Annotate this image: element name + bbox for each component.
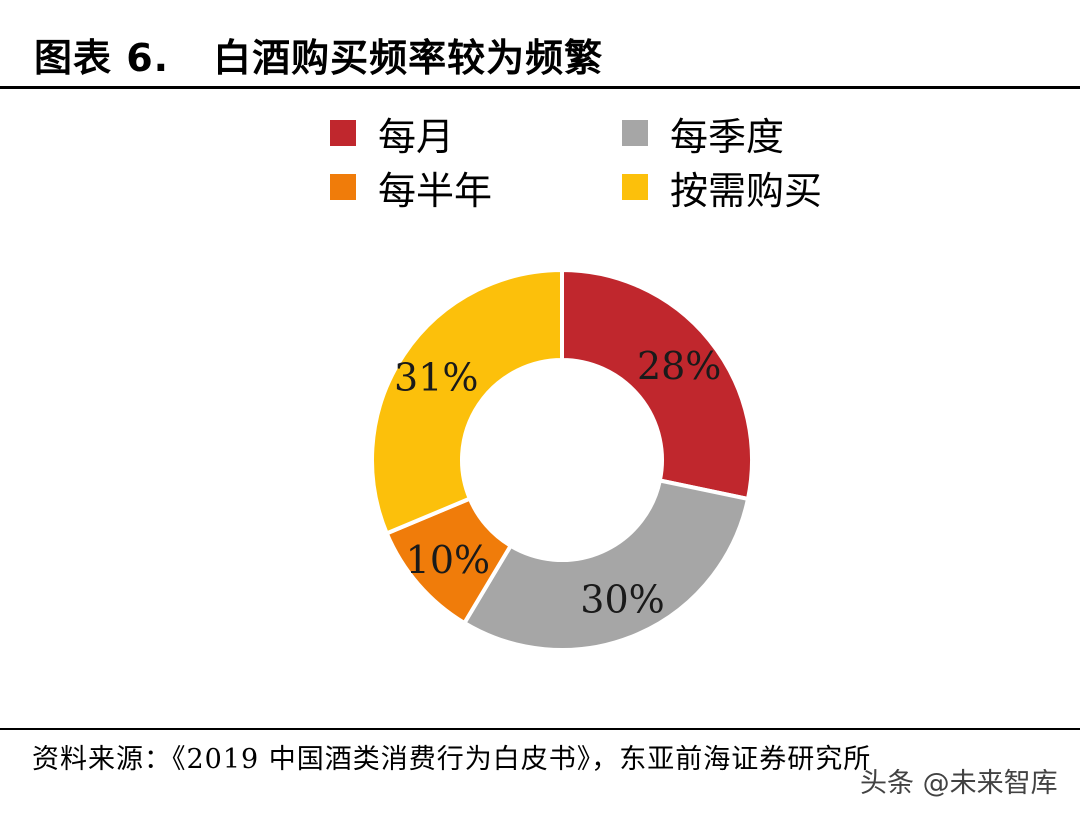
legend-swatch-quarterly	[622, 120, 648, 146]
bottom-rule	[0, 728, 1080, 730]
source-note: 资料来源：《2019 中国酒类消费行为白皮书》，东亚前海证券研究所	[32, 744, 872, 775]
figure-label: 图表 6.	[34, 36, 170, 80]
legend-item-monthly: 每月	[330, 108, 455, 159]
chart-legend: 每月 每季度 每半年 按需购买	[0, 100, 1080, 220]
legend-item-quarterly: 每季度	[622, 108, 785, 159]
slice-as-needed	[370, 267, 564, 537]
legend-label-as-needed: 按需购买	[670, 168, 823, 213]
slice-quarterly	[461, 478, 751, 652]
figure-title: 图表 6. 白酒购买频率较为频繁	[34, 28, 603, 88]
legend-swatch-half-year	[330, 174, 356, 200]
data-label-as-needed: 31%	[394, 355, 478, 399]
legend-swatch-monthly	[330, 120, 356, 146]
data-label-monthly: 28%	[637, 344, 721, 388]
data-label-quarterly: 30%	[580, 577, 664, 621]
top-rule	[0, 86, 1080, 89]
legend-swatch-as-needed	[622, 174, 648, 200]
legend-item-half-year: 每半年	[330, 162, 493, 213]
chart-title: 白酒购买频率较为频繁	[213, 36, 604, 80]
legend-label-monthly: 每月	[378, 114, 455, 159]
slice-monthly	[560, 267, 754, 502]
data-label-half-year: 10%	[406, 538, 490, 582]
legend-item-as-needed: 按需购买	[622, 162, 823, 213]
legend-label-half-year: 每半年	[378, 168, 493, 213]
watermark: 头条 @未来智库	[860, 768, 1058, 799]
legend-label-quarterly: 每季度	[670, 114, 785, 159]
